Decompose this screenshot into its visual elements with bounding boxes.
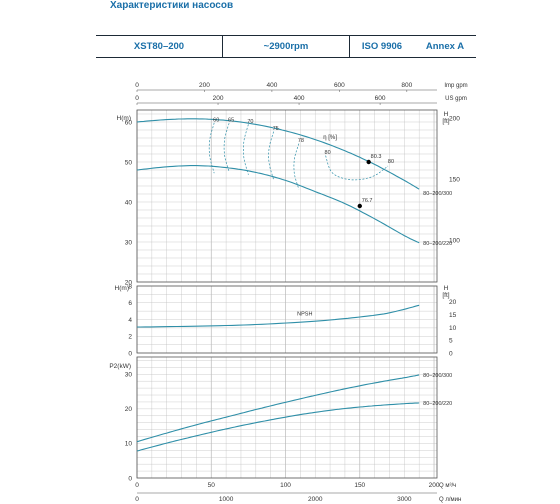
efficiency-contour xyxy=(293,143,300,190)
top-axis-tick-label: 400 xyxy=(266,82,277,89)
x-tick-label-lmin: 3000 xyxy=(397,496,412,503)
x-tick-label-lmin: 2000 xyxy=(308,496,323,503)
top-axis-tick-label: 0 xyxy=(135,95,139,102)
x-axis-label-lmin: Q л/мин xyxy=(439,497,461,503)
power-y-axis-label: P2(kW) xyxy=(109,363,131,370)
npsh-curve-label: NPSH xyxy=(297,311,312,317)
x-tick-label-lmin: 0 xyxy=(135,496,139,503)
npsh-curve xyxy=(137,304,420,328)
head-right-axis-unit: [ft] xyxy=(442,118,449,125)
head-curve-label: 80–200/220 xyxy=(423,241,452,247)
power-y-tick-label: 10 xyxy=(125,441,133,448)
head-right-axis-label: H xyxy=(444,111,449,118)
top-axis-label: Imp gpm xyxy=(444,83,467,89)
top-axis-tick-label: 600 xyxy=(334,82,345,89)
npsh-y-tick-label: 0 xyxy=(128,350,132,357)
head-y-tick-label: 50 xyxy=(125,159,133,166)
top-axis-tick-label: 0 xyxy=(135,82,139,89)
efficiency-contour-label: 65 xyxy=(228,118,234,124)
efficiency-contour-label: 60 xyxy=(213,117,219,123)
power-frame xyxy=(136,356,438,479)
efficiency-axis-label: η [%] xyxy=(323,135,337,141)
npsh-right-tick-label: 5 xyxy=(449,338,453,345)
best-efficiency-point xyxy=(357,203,362,209)
top-axis-tick-label: 800 xyxy=(401,82,412,89)
x-tick-label-m3h: 0 xyxy=(135,482,139,489)
npsh-right-tick-label: 10 xyxy=(449,325,457,332)
x-axis-label-m3h: Q м³/ч xyxy=(439,483,456,489)
npsh-y-tick-label: 8 xyxy=(128,283,132,290)
efficiency-contour-label: 70 xyxy=(247,119,253,125)
best-efficiency-point xyxy=(366,159,371,165)
head-y-tick-label: 20 xyxy=(125,279,133,286)
top-axis-tick-label: 200 xyxy=(213,95,224,102)
spec-standard-cell: ISO 9906 Annex A xyxy=(349,36,476,57)
power-curve-small xyxy=(136,402,420,452)
npsh-right-tick-label: 15 xyxy=(449,312,457,319)
x-tick-label-m3h: 200 xyxy=(429,482,440,489)
spec-standard: ISO 9906 xyxy=(361,41,403,52)
x-tick-label-m3h: 50 xyxy=(208,482,216,489)
head-right-tick-label: 200 xyxy=(449,115,460,122)
npsh-frame xyxy=(136,285,438,354)
spec-model: XST80–200 xyxy=(133,41,185,52)
top-axis-tick-label: 400 xyxy=(294,95,305,102)
efficiency-contour xyxy=(325,155,389,181)
power-curve-label: 80–200/300 xyxy=(423,373,452,379)
efficiency-contour-label: 78 xyxy=(298,138,304,144)
head-y-tick-label: 60 xyxy=(125,119,133,126)
npsh-y-tick-label: 6 xyxy=(128,300,132,307)
top-axis-tick-label: 200 xyxy=(199,82,210,89)
head-right-tick-label: 100 xyxy=(449,237,460,244)
efficiency-contour xyxy=(268,131,274,180)
x-tick-label-lmin: 1000 xyxy=(219,496,234,503)
best-efficiency-label: 80.3 xyxy=(371,154,382,160)
npsh-right-axis-label: H xyxy=(444,285,449,292)
efficiency-contour xyxy=(223,123,230,172)
head-y-tick-label: 40 xyxy=(125,199,133,206)
spec-speed: ~2900rpm xyxy=(222,36,349,57)
efficiency-contour xyxy=(243,124,249,175)
npsh-right-tick-label: 0 xyxy=(449,350,453,357)
top-axis-label: US gpm xyxy=(445,96,467,102)
npsh-right-axis-unit: [ft] xyxy=(442,292,449,299)
head-curve-large xyxy=(136,118,420,190)
head-frame xyxy=(136,109,438,283)
efficiency-contour xyxy=(208,122,215,174)
head-y-axis-label: H(m) xyxy=(117,115,131,122)
head-right-tick-label: 150 xyxy=(449,176,460,183)
power-y-tick-label: 30 xyxy=(125,372,133,379)
spec-table: XST80–200 ~2900rpm ISO 9906 Annex A xyxy=(96,35,476,58)
npsh-y-tick-label: 2 xyxy=(128,334,132,341)
power-curve-large xyxy=(136,374,420,443)
efficiency-contour-label: 80 xyxy=(388,159,394,165)
head-curve-label: 80–200/300 xyxy=(423,191,452,197)
best-efficiency-label: 76.7 xyxy=(362,198,373,204)
npsh-y-axis-label: H(m) xyxy=(115,285,129,292)
page-title: Характеристики насосов xyxy=(110,0,234,11)
head-curve-small xyxy=(136,165,420,244)
power-curve-label: 80–200/220 xyxy=(423,401,452,407)
head-y-tick-label: 30 xyxy=(125,239,133,246)
x-tick-label-m3h: 150 xyxy=(354,482,365,489)
x-tick-label-m3h: 100 xyxy=(280,482,291,489)
top-axis-tick-label: 600 xyxy=(375,95,386,102)
npsh-right-tick-label: 20 xyxy=(449,299,457,306)
efficiency-contour-label: 75 xyxy=(273,126,279,132)
efficiency-contour-label: 80 xyxy=(325,150,331,156)
spec-grade: Annex A xyxy=(425,41,465,52)
power-y-tick-label: 0 xyxy=(128,475,132,482)
npsh-y-tick-label: 4 xyxy=(128,317,132,324)
head-grid xyxy=(136,110,435,282)
power-y-tick-label: 20 xyxy=(125,406,133,413)
